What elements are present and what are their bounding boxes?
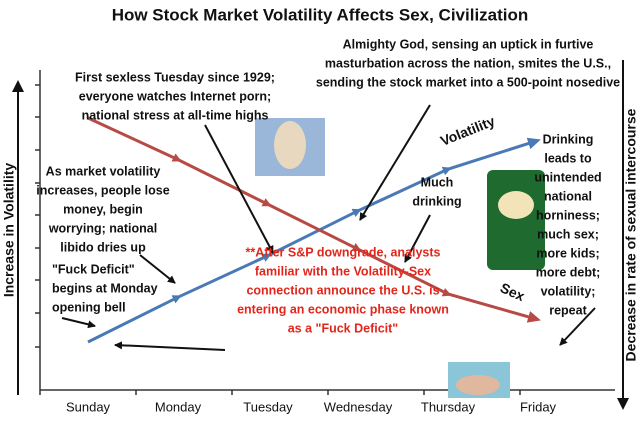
annotation-line: unintended (534, 170, 601, 184)
x-tick-label: Monday (155, 399, 202, 414)
annotation-line: masturbation across the nation, smites t… (325, 56, 611, 70)
annotation-line: increases, people lose (36, 183, 169, 197)
annotation-arrow (559, 307, 596, 346)
annotation-line: national (544, 189, 592, 203)
annotation-line: drinking (412, 194, 461, 208)
annotation-line: more debt; (536, 265, 601, 279)
annotation-arrow (61, 317, 96, 329)
annotation-line: leads to (544, 151, 592, 165)
annotation-line: familiar with the Volatility-Sex (255, 264, 431, 278)
annotation-arrow (404, 214, 431, 263)
series-line (87, 116, 541, 323)
annotation-line: everyone watches Internet porn; (79, 89, 271, 103)
x-tick-label: Friday (520, 399, 557, 414)
series-label: Sex (498, 279, 527, 304)
annotation-line: more kids; (536, 246, 599, 260)
annotation-line: entering an economic phase known (237, 302, 449, 316)
annotation-line: as a "Fuck Deficit" (288, 321, 399, 335)
annotation-arrow (114, 341, 226, 351)
annotation-line: libido dries up (60, 240, 146, 254)
annotation-line: sending the stock market into a 500-poin… (316, 75, 620, 89)
annotation-line: money, begin (63, 202, 143, 216)
image-beach (448, 362, 510, 398)
annotation-arrow (204, 124, 274, 254)
y-axis-label: Increase in Volatility (1, 163, 17, 298)
annotation-arrow (139, 254, 176, 284)
annotation-line: opening bell (52, 300, 126, 314)
annotation-line: Drinking (543, 132, 594, 146)
x-tick-label: Wednesday (324, 399, 393, 414)
annotation-line: horniness; (536, 208, 600, 222)
image-zeus (255, 118, 325, 176)
annotation-line: connection announce the U.S. is (246, 283, 439, 297)
annotation-line: As market volatility (46, 164, 161, 178)
x-tick-label: Tuesday (243, 399, 293, 414)
annotation-arrow (359, 104, 431, 221)
x-tick-label: Sunday (66, 399, 111, 414)
annotation-line: Almighty God, sensing an uptick in furti… (343, 37, 594, 51)
x-tick-label: Thursday (421, 399, 476, 414)
series-label: Volatility (438, 113, 497, 149)
annotation-line: repeat (549, 303, 587, 317)
chart-title: How Stock Market Volatility Affects Sex,… (112, 5, 529, 24)
annotation-line: **After S&P downgrade, analysts (246, 245, 441, 259)
annotation-line: worrying; national (48, 221, 157, 235)
annotation-line: "Fuck Deficit" (52, 262, 135, 276)
y2-axis-label: Decrease in rate of sexual intercourse (623, 108, 639, 361)
annotation-line: begins at Monday (52, 281, 158, 295)
annotation-line: national stress at all-time highs (82, 108, 269, 122)
annotation-line: volatility; (541, 284, 596, 298)
annotation-line: First sexless Tuesday since 1929; (75, 70, 275, 84)
annotation-line: much sex; (537, 227, 599, 241)
annotation-line: Much (421, 175, 454, 189)
